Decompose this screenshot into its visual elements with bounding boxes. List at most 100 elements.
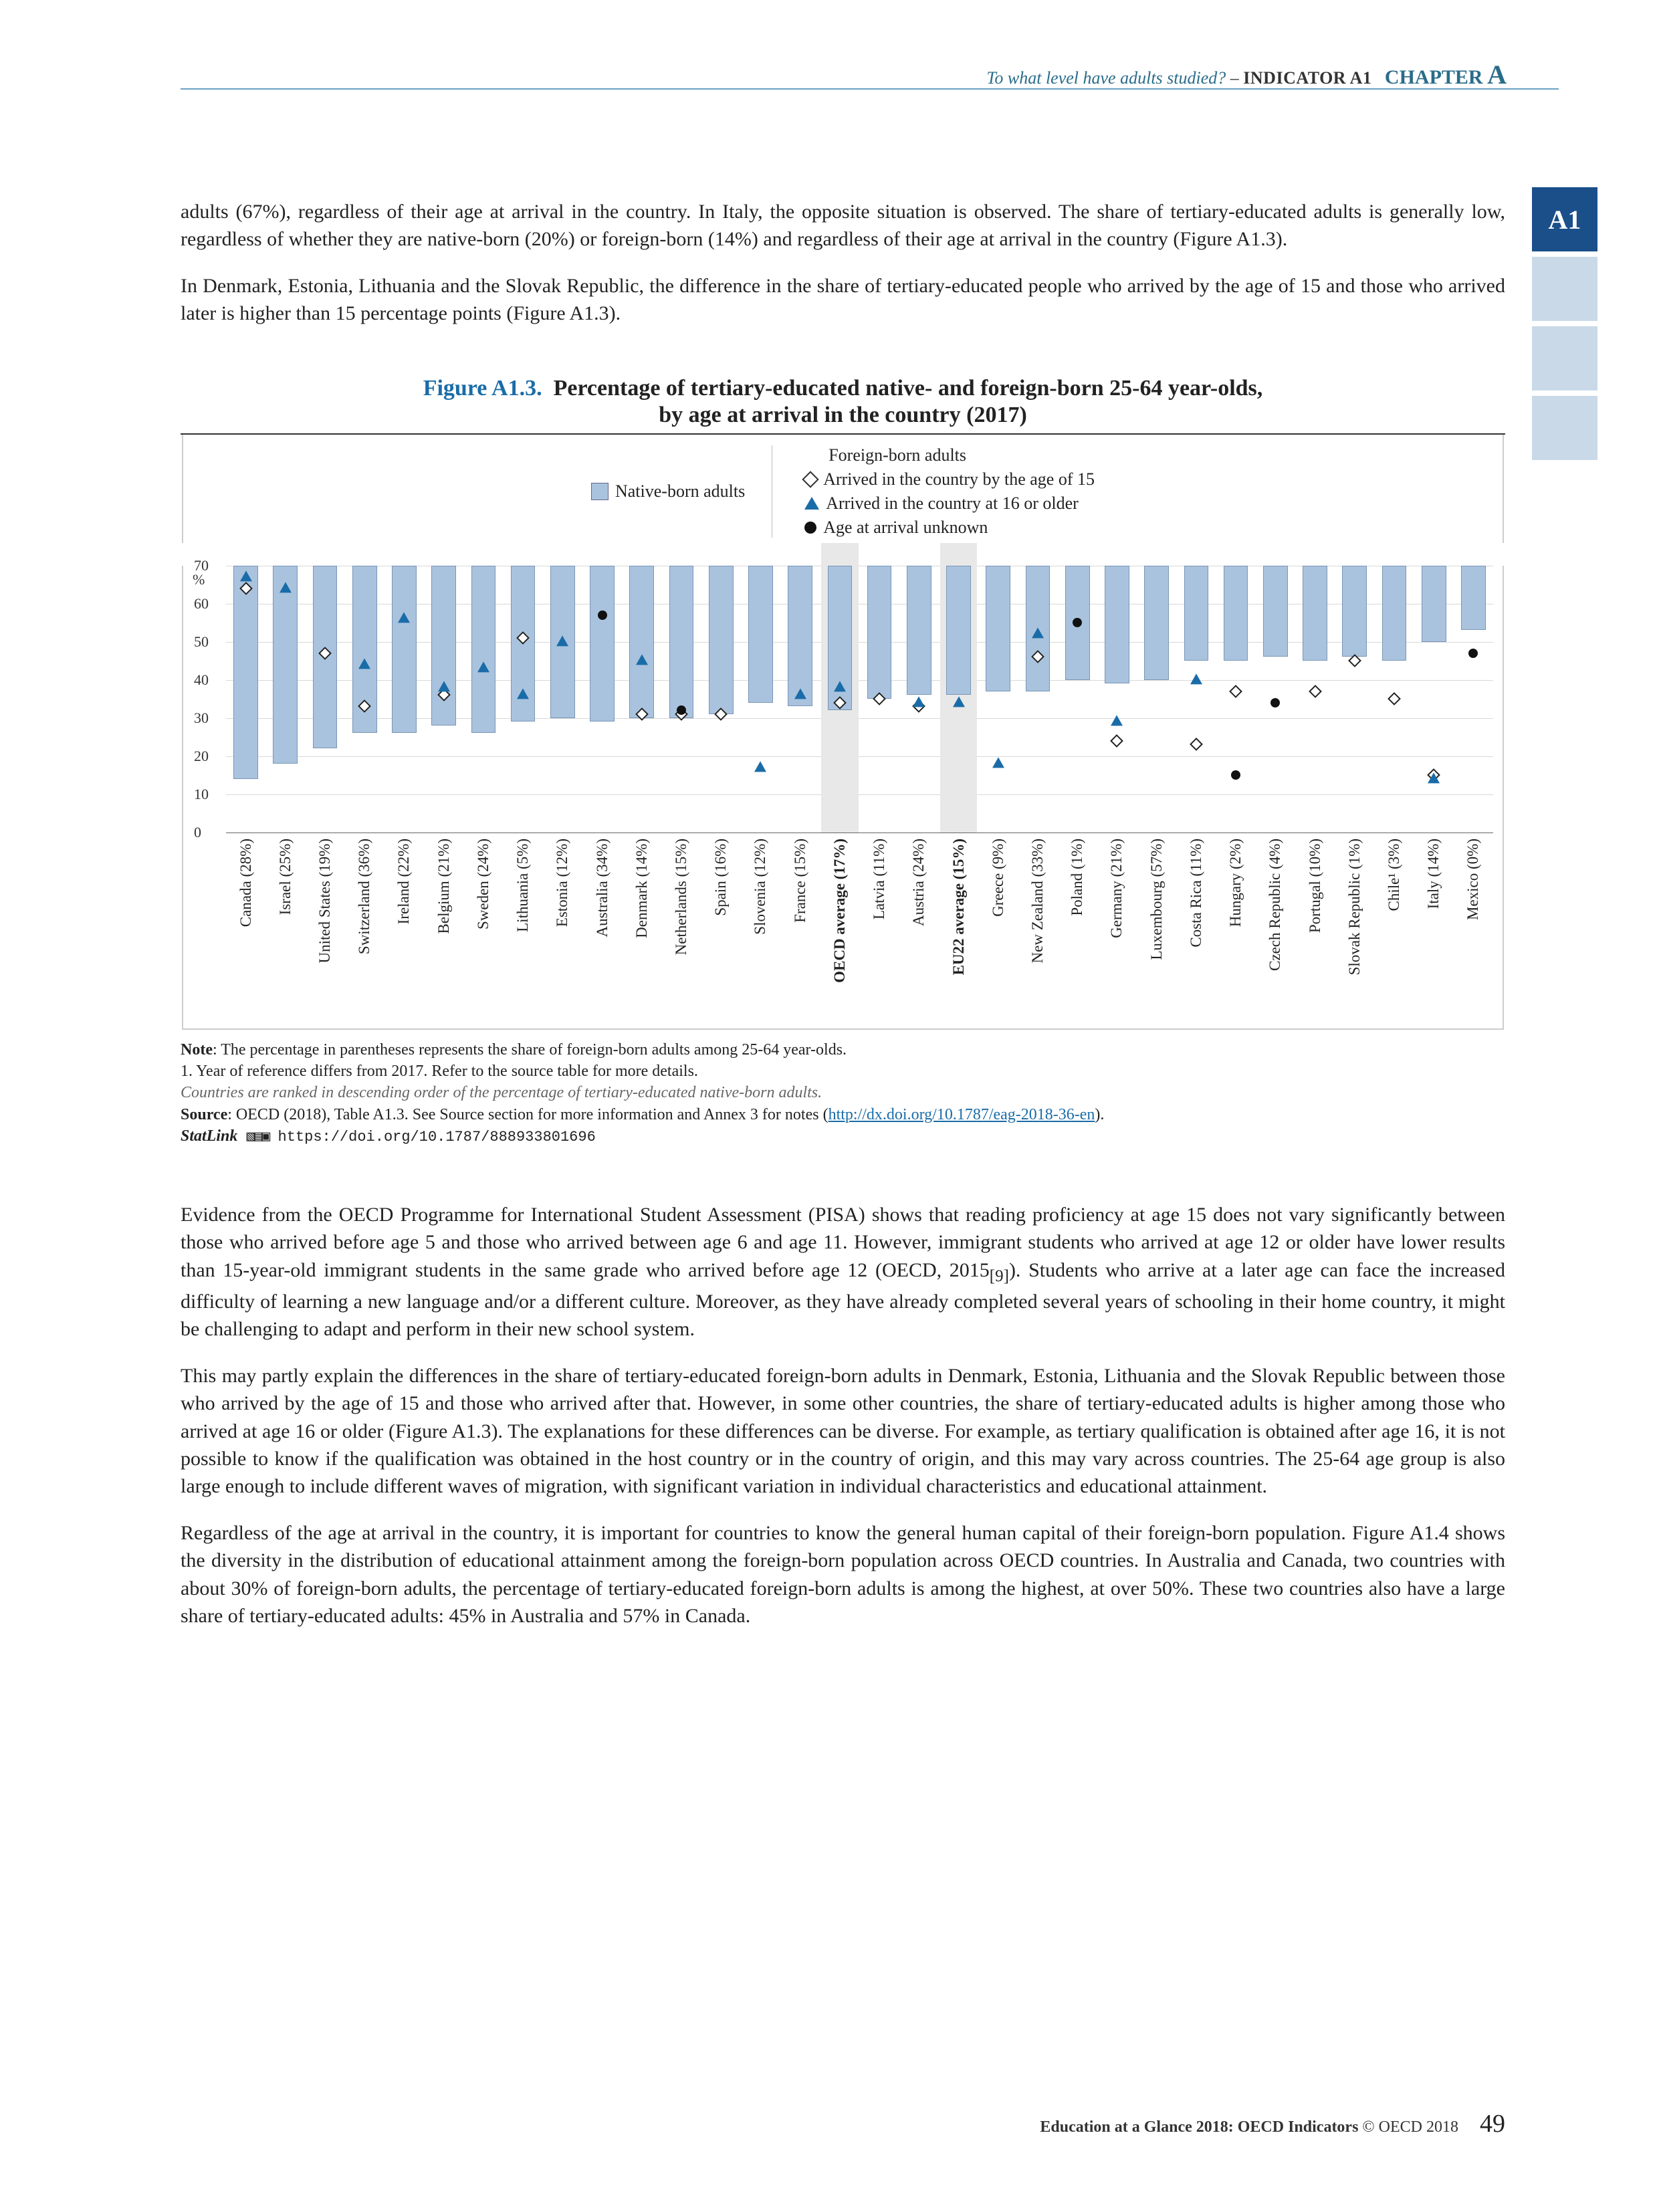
- bar-slot: [582, 566, 622, 833]
- bar: [788, 566, 812, 707]
- bar-slot: [265, 566, 305, 833]
- x-label: Luxembourg (57%): [1137, 839, 1176, 1019]
- tri-marker: [438, 681, 450, 691]
- para-2: In Denmark, Estonia, Lithuania and the S…: [181, 272, 1505, 328]
- body-text-lower: Evidence from the OECD Programme for Int…: [181, 1201, 1505, 1630]
- x-label: Netherlands (15%): [661, 839, 701, 1019]
- header-indicator: INDICATOR A1: [1243, 68, 1371, 88]
- side-tab-a1[interactable]: A1: [1532, 187, 1597, 251]
- bar: [392, 566, 417, 734]
- bar: [867, 566, 892, 699]
- dot-marker: [598, 611, 607, 620]
- bar: [1144, 566, 1169, 680]
- x-label: Spain (16%): [701, 839, 741, 1019]
- bar-slot: [1414, 566, 1454, 833]
- tri-marker: [953, 696, 965, 707]
- legend-foreign-head: Foreign-born adults: [804, 445, 1095, 465]
- bar: [986, 566, 1010, 691]
- diamond-marker: [1190, 738, 1203, 752]
- x-label: Sweden (24%): [463, 839, 503, 1019]
- source-link[interactable]: http://dx.doi.org/10.1787/eag-2018-36-en: [828, 1106, 1095, 1123]
- bar-slot: [1137, 566, 1176, 833]
- para-3: Evidence from the OECD Programme for Int…: [181, 1201, 1505, 1343]
- para-4: This may partly explain the differences …: [181, 1362, 1505, 1501]
- bar-slot: [820, 566, 859, 833]
- bar-slot: [1058, 566, 1097, 833]
- x-label: Ireland (22%): [384, 839, 424, 1019]
- bar: [1105, 566, 1129, 684]
- x-label: Greece (9%): [978, 839, 1018, 1019]
- source-line: Source: OECD (2018), Table A1.3. See Sou…: [181, 1104, 1505, 1125]
- side-tab-4[interactable]: [1532, 396, 1597, 460]
- x-label: Poland (1%): [1058, 839, 1097, 1019]
- bar: [1184, 566, 1209, 661]
- bar: [471, 566, 496, 734]
- ref-9: [9]: [990, 1267, 1009, 1285]
- tri-marker: [794, 689, 806, 699]
- tri-marker: [992, 757, 1004, 768]
- legend-unknown: Age at arrival unknown: [804, 518, 1095, 538]
- tri-marker: [240, 570, 252, 581]
- bar: [1422, 566, 1446, 642]
- dot-marker: [1073, 618, 1082, 627]
- x-axis-labels: Canada (28%)Israel (25%)United States (1…: [226, 839, 1493, 1019]
- bar: [629, 566, 654, 718]
- bar: [590, 566, 615, 722]
- bar-slot: [1454, 566, 1493, 833]
- bar-slot: [504, 566, 543, 833]
- diamond-marker: [1309, 685, 1322, 698]
- tri-marker: [636, 654, 648, 665]
- header-question: To what level have adults studied?: [986, 68, 1226, 88]
- bar-slot: [780, 566, 820, 833]
- figure-label: Figure A1.3.: [423, 376, 542, 401]
- dot-marker: [1270, 698, 1280, 707]
- x-label: Italy (14%): [1414, 839, 1454, 1019]
- x-label: Canada (28%): [226, 839, 265, 1019]
- header-chapter-letter: A: [1487, 60, 1507, 90]
- bar: [273, 566, 298, 764]
- side-tab-3[interactable]: [1532, 326, 1597, 391]
- x-label: Costa Rica (11%): [1176, 839, 1216, 1019]
- bar-slot: [1018, 566, 1057, 833]
- note-1: 1. Year of reference differs from 2017. …: [181, 1061, 1505, 1082]
- body-text: adults (67%), regardless of their age at…: [181, 198, 1505, 328]
- tri-marker: [398, 613, 410, 623]
- page: To what level have adults studied? – IND…: [0, 0, 1659, 2212]
- tri-marker: [754, 761, 766, 772]
- x-label: Israel (25%): [265, 839, 305, 1019]
- header-chapter-word: CHAPTER: [1385, 66, 1483, 88]
- dot-icon: [804, 522, 816, 534]
- bar-slot: [1216, 566, 1255, 833]
- bar: [946, 566, 971, 695]
- footer-title: Education at a Glance 2018: OECD Indicat…: [1040, 2118, 1358, 2136]
- tri-marker: [358, 658, 370, 669]
- x-label: Slovak Republic (1%): [1335, 839, 1374, 1019]
- x-label: France (15%): [780, 839, 820, 1019]
- dot-marker: [1468, 649, 1478, 658]
- x-label: Belgium (21%): [424, 839, 463, 1019]
- y-tick: 70: [194, 557, 209, 574]
- bar: [1342, 566, 1367, 657]
- running-header: To what level have adults studied? – IND…: [986, 59, 1507, 90]
- x-label: Switzerland (36%): [345, 839, 384, 1019]
- side-tab-2[interactable]: [1532, 257, 1597, 321]
- tri-marker: [913, 696, 925, 707]
- x-label: OECD average (17%): [820, 839, 859, 1019]
- bar-slot: [226, 566, 265, 833]
- tri-marker: [834, 681, 846, 691]
- tri-marker: [1428, 772, 1440, 783]
- bar: [1263, 566, 1288, 657]
- x-label: Mexico (0%): [1454, 839, 1493, 1019]
- x-label: Czech Republic (4%): [1256, 839, 1295, 1019]
- bar: [1461, 566, 1486, 631]
- page-number: 49: [1480, 2110, 1505, 2138]
- y-tick: 60: [194, 595, 209, 613]
- bar-slot: [1335, 566, 1374, 833]
- bar: [907, 566, 931, 695]
- bar: [669, 566, 694, 718]
- bar-slot: [978, 566, 1018, 833]
- figure-title: Figure A1.3. Percentage of tertiary-educ…: [181, 376, 1505, 401]
- dot-marker: [1231, 770, 1240, 780]
- para-1: adults (67%), regardless of their age at…: [181, 198, 1505, 253]
- figure-legend: Native-born adults Foreign-born adults A…: [182, 435, 1504, 543]
